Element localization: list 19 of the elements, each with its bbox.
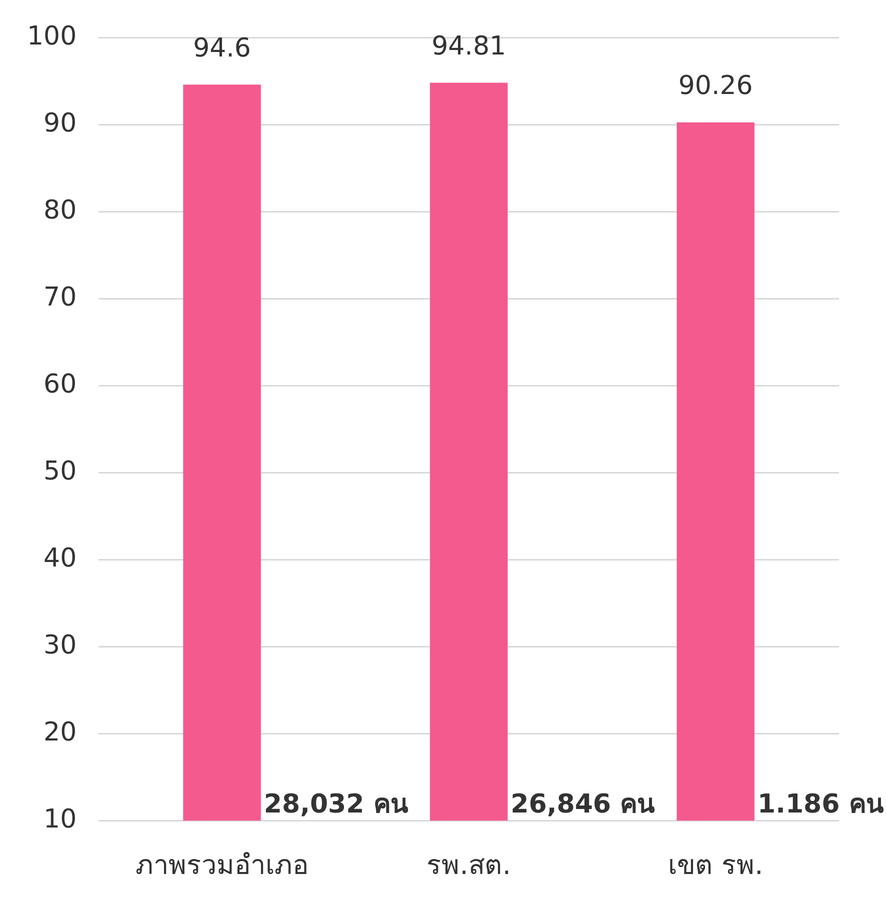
y-tick-label: 100	[26, 21, 77, 52]
annotation: 28,032 คน	[264, 789, 408, 820]
x-tick-label: รพ.สต.	[426, 850, 511, 881]
y-tick-label: 90	[44, 108, 77, 138]
x-tick-label: เขต รพ.	[668, 850, 764, 881]
y-tick-label: 40	[44, 543, 77, 574]
y-tick-label: 70	[44, 282, 77, 312]
annotation: 26,846 คน	[510, 789, 656, 820]
y-tick-label: 10	[44, 804, 77, 834]
y-tick-label: 60	[44, 369, 77, 400]
y-tick-label: 50	[44, 456, 77, 486]
data-label: 94.6	[193, 33, 251, 64]
data-label: 90.26	[678, 71, 753, 102]
data-label: 94.81	[432, 32, 506, 62]
y-tick-label: 80	[44, 195, 77, 226]
x-tick-label: ภาพรวมอำเภอ	[136, 850, 309, 881]
annotation: 1.186 คน	[757, 789, 884, 820]
y-tick-label: 20	[44, 717, 77, 748]
y-tick-label: 30	[44, 630, 77, 660]
